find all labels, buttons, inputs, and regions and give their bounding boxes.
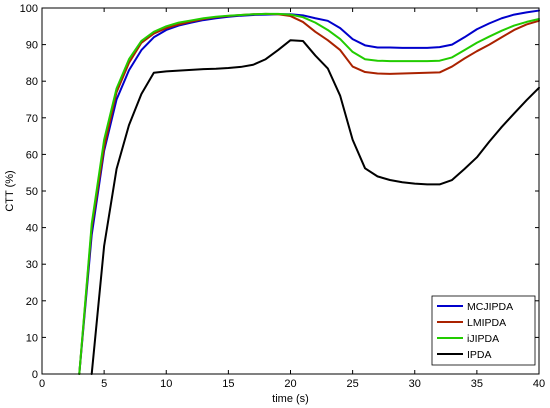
y-tick-label: 90 (26, 40, 38, 52)
legend-label-lmipda: LMIPDA (467, 317, 506, 329)
series-line-mcjipda (78, 9, 540, 375)
legend-label-ipda: IPDA (467, 349, 492, 361)
x-tick-label: 15 (222, 378, 234, 390)
x-tick-label: 25 (347, 378, 359, 390)
legend-label-mcjipda: MCJIPDA (467, 301, 513, 313)
series-line-lmipda (78, 12, 540, 375)
y-tick-label: 100 (20, 3, 38, 15)
series-layer (78, 9, 540, 375)
legend-label-ijipda: iJIPDA (467, 333, 499, 345)
legend: MCJIPDA LMIPDA iJIPDA IPDA (431, 295, 536, 366)
y-tick-label: 80 (26, 76, 38, 88)
y-tick-label: 70 (26, 113, 38, 125)
y-tick-label: 0 (32, 369, 38, 381)
x-tick-label: 20 (284, 378, 296, 390)
y-tick-label: 10 (26, 332, 38, 344)
x-axis-label: time (s) (272, 393, 309, 405)
x-tick-label: 10 (160, 378, 172, 390)
y-axis-label: CTT (%) (4, 170, 16, 211)
y-tick-label: 40 (26, 223, 38, 235)
series-line-ipda (90, 39, 540, 375)
y-tick-label: 30 (26, 259, 38, 271)
legend-items: MCJIPDA LMIPDA iJIPDA IPDA (437, 301, 513, 361)
x-tick-label: 30 (409, 378, 421, 390)
x-tick-label: 5 (101, 378, 107, 390)
y-tick-label: 20 (26, 296, 38, 308)
x-tick-label: 35 (471, 378, 483, 390)
x-tick-label: 0 (39, 378, 45, 390)
tick-layer: 0 5 10 15 20 25 30 35 40 0 10 20 30 40 50 60 70 80 90 100 (20, 3, 545, 390)
y-tick-label: 60 (26, 149, 38, 161)
series-line-ijipda (78, 12, 540, 375)
y-tick-label: 50 (26, 186, 38, 198)
x-tick-label: 40 (533, 378, 545, 390)
